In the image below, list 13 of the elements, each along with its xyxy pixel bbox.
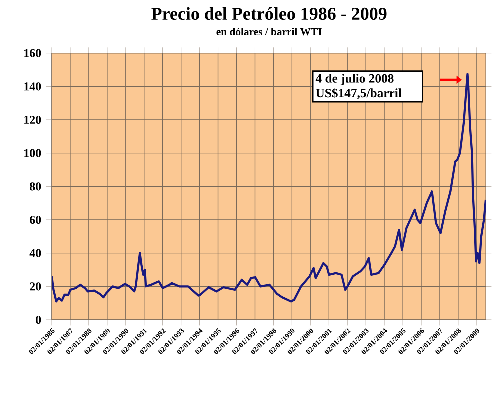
y-tick-label: 140 [24,82,42,91]
line-series [52,73,486,303]
chart-title: Precio del Petróleo 1986 - 2009 [152,7,387,20]
y-tick-label: 0 [36,316,42,324]
y-tick-label: 80 [30,182,42,191]
y-tick-label: 100 [24,149,42,158]
y-tick-label: 40 [30,249,42,258]
y-tick-label: 20 [30,282,42,291]
chart-subtitle: en dólares / barril WTI [216,28,322,36]
annotation: 4 de julio 2008 US$147,5/barril [316,74,402,100]
y-tick-label: 160 [24,49,42,58]
y-tick-label: 60 [30,216,42,224]
y-tick-label: 120 [24,116,42,124]
